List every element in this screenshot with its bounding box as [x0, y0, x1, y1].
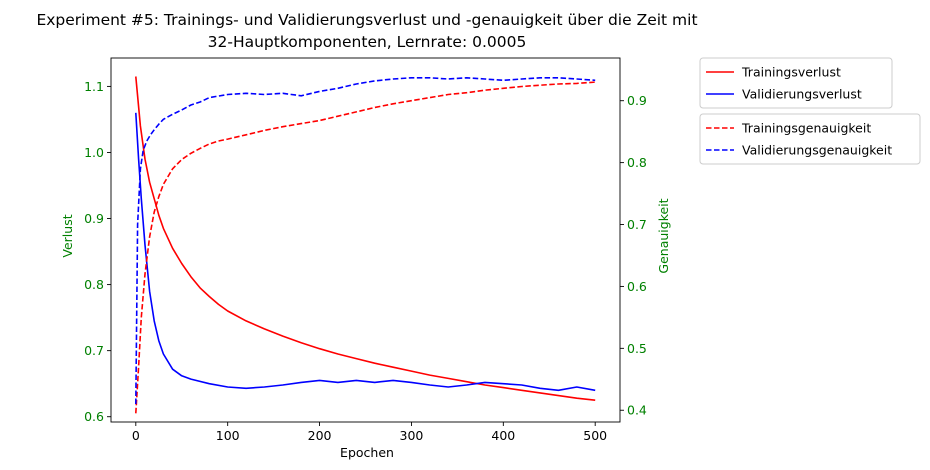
legend-entry: Validierungsverlust [742, 87, 862, 102]
series-line-1 [135, 76, 596, 401]
x-tick-label: 200 [308, 428, 332, 443]
left-y-tick-label: 0.7 [84, 343, 104, 358]
right-y-tick-label: 0.8 [627, 155, 647, 170]
left-y-tick-label: 0.6 [84, 409, 104, 424]
x-tick-label: 0 [132, 428, 140, 443]
x-tick-label: 500 [583, 428, 607, 443]
x-tick-label: 300 [400, 428, 424, 443]
right-y-tick-label: 0.5 [627, 341, 647, 356]
x-tick-label: 100 [216, 428, 240, 443]
series-line-2 [135, 112, 596, 392]
legend: Trainingsverlust Validierungsverlust Train… [699, 57, 921, 165]
x-axis-label: Epochen [340, 445, 394, 460]
left-y-tick-label: 0.8 [84, 277, 104, 292]
x-tick-label: 400 [491, 428, 515, 443]
left-y-tick-label: 1.0 [84, 145, 104, 160]
plot-frame [110, 57, 621, 423]
right-y-tick-label: 0.4 [627, 403, 647, 418]
axes: 0 100 200 300 400 500 0.6 0.7 0.8 0.9 1.0 1.1 0.4 0.5… [84, 57, 647, 443]
legend-entry: Validierungsgenauigkeit [742, 143, 892, 158]
right-y-tick-label: 0.9 [627, 93, 647, 108]
chart-title-line-2: 32-Hauptkomponenten, Lernrate: 0.0005 [208, 33, 527, 51]
right-y-tick-label: 0.6 [627, 279, 647, 294]
plot-area [135, 76, 596, 414]
series-line-4 [135, 77, 596, 405]
legend-accuracy [699, 113, 921, 165]
left-y-axis-label: Verlust [60, 214, 75, 257]
legend-entry: Trainingsverlust [741, 65, 841, 80]
right-y-axis-label: Genauigkeit [656, 198, 671, 273]
left-y-tick-label: 0.9 [84, 211, 104, 226]
legend-loss [699, 57, 893, 109]
left-y-tick-label: 1.1 [84, 79, 104, 94]
series-line-3 [135, 81, 596, 414]
legend-entry: Trainingsgenauigkeit [741, 121, 871, 136]
right-y-tick-label: 0.7 [627, 217, 647, 232]
chart-title-line-1: Experiment #5: Trainings- und Validierun… [36, 11, 697, 29]
